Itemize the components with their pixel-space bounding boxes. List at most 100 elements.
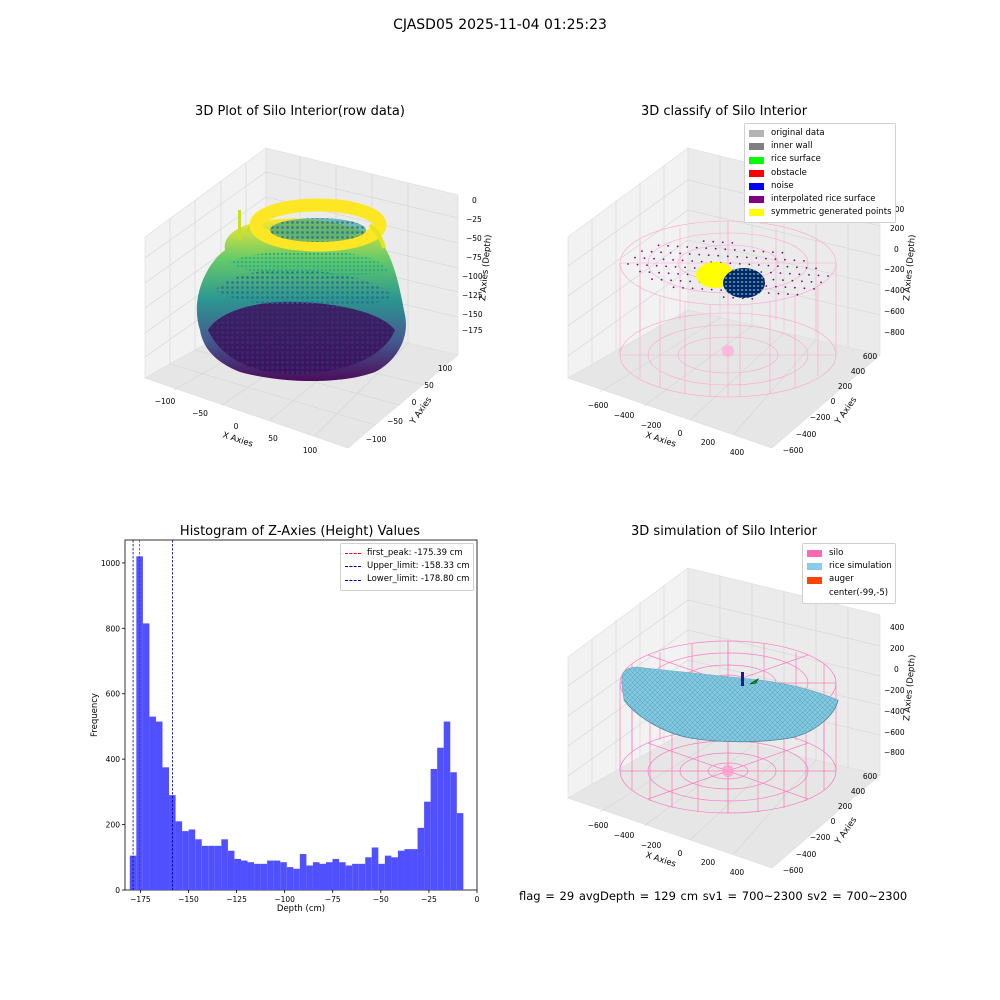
histogram-legend: first_peak: -175.39 cm Upper_limit: -158… [340, 543, 474, 591]
surface-point [643, 257, 646, 259]
surface-point [765, 285, 768, 287]
histogram-panel-title: Histogram of Z-Axies (Height) Values [179, 524, 421, 539]
surface-point [815, 267, 817, 270]
x-tick-label: 0 [475, 895, 480, 904]
surface-point [798, 273, 801, 276]
classify-rice-surface [723, 268, 765, 298]
surface-point [827, 275, 829, 277]
x-tick-label: −150 [178, 895, 199, 904]
x-tick-label: −75 [325, 895, 341, 904]
legend-item: rice surface [749, 153, 891, 166]
legend-swatch [749, 156, 764, 164]
surface-point [786, 265, 789, 268]
histogram-bar [254, 863, 261, 890]
simulation-y-tick: 200 [838, 802, 853, 811]
legend-swatch [807, 590, 822, 597]
histogram-bar [280, 862, 287, 890]
histogram-bar [306, 865, 313, 890]
legend-item: interpolated rice surface [749, 193, 891, 206]
classify-z-tick: 400 [890, 205, 905, 214]
x-tick-label: −175 [130, 895, 151, 904]
histogram-bar [384, 855, 392, 890]
surface-point [724, 248, 727, 251]
histogram-bar [378, 863, 385, 890]
raw-x-tick: 100 [303, 446, 318, 455]
surface-point [650, 250, 653, 253]
surface-point [722, 296, 725, 298]
surface-point [781, 251, 784, 254]
legend-item: symmetric generated points [749, 206, 892, 219]
simulation-x-tick: 200 [701, 858, 716, 867]
surface-point [679, 280, 682, 282]
surface-point [655, 264, 658, 267]
classify-x-tick: 400 [730, 448, 745, 457]
simulation-x-tick: 400 [730, 868, 745, 877]
surface-point [817, 274, 820, 277]
surface-point [676, 245, 679, 248]
y-tick-label: 0 [115, 886, 120, 895]
x-tick-label: −100 [274, 895, 295, 904]
surface-point [682, 287, 684, 289]
y-tick-label: 600 [106, 690, 121, 699]
surface-point [705, 247, 708, 250]
simulation-x-tick: −400 [614, 831, 635, 840]
surface-point [701, 288, 704, 290]
figure-title: CJASD05 2025-11-04 01:25:23 [393, 17, 607, 33]
simulation-z-label: Z Axies (Depth) [902, 654, 918, 721]
simulation-y-tick: −400 [796, 850, 817, 859]
surface-point [760, 271, 763, 273]
surface-point [653, 257, 655, 260]
histogram-bar [188, 829, 196, 890]
surface-point [745, 256, 748, 259]
surface-point [686, 273, 689, 276]
surface-point [752, 250, 755, 252]
legend-item: first_peak: -175.39 cm [345, 547, 469, 560]
classify-y-tick: −600 [783, 446, 804, 455]
classify-y-tick: 0 [831, 397, 836, 406]
legend-swatch [807, 550, 822, 558]
x-tick-label: −50 [373, 895, 389, 904]
surface-point [803, 287, 806, 290]
surface-point [684, 266, 686, 269]
classify-x-tick: −400 [614, 411, 635, 420]
simulation-z-tick: −400 [884, 707, 905, 716]
surface-point [762, 250, 765, 253]
simulation-z-tick: 0 [894, 665, 899, 674]
simulation-y-tick: −200 [810, 833, 831, 842]
surface-point [743, 249, 746, 252]
surface-point [803, 260, 805, 262]
histogram-bar [391, 857, 398, 890]
histogram-bar [286, 867, 294, 890]
surface-point [695, 246, 698, 249]
histogram-bar [240, 860, 248, 890]
surface-point [767, 264, 770, 267]
histogram-y-label: Frequency [90, 693, 100, 737]
classify-z-tick: −800 [884, 328, 905, 337]
raw-z-tick: −100 [462, 272, 483, 281]
surface-point [791, 279, 794, 282]
surface-point [667, 272, 670, 275]
raw-y-tick: 50 [424, 381, 434, 390]
histogram-bar [260, 863, 268, 890]
raw-data-3d-plot: −100 −50 0 50 100 −100 −50 0 50 100 0 −2… [144, 147, 494, 455]
simulation-panel-title: 3D simulation of Silo Interior [631, 524, 817, 539]
surface-point [770, 271, 772, 274]
raw-panel-title: 3D Plot of Silo Interior(row data) [195, 104, 405, 119]
surface-point [646, 264, 648, 266]
legend-item: Lower_limit: -178.80 cm [345, 573, 469, 586]
surface-point [782, 279, 784, 281]
raw-y-tick: −100 [366, 435, 387, 444]
surface-point [710, 288, 713, 291]
surface-point [662, 258, 665, 261]
surface-point [634, 256, 636, 259]
surface-point [729, 262, 732, 265]
surface-point [772, 278, 775, 281]
surface-point [784, 286, 787, 288]
legend-swatch [807, 563, 822, 571]
histogram-bars [129, 556, 464, 890]
surface-point [721, 241, 724, 244]
histogram-bar [365, 857, 372, 890]
surface-point [801, 280, 803, 283]
histogram-bar [221, 839, 228, 890]
histogram-bar [437, 747, 444, 890]
